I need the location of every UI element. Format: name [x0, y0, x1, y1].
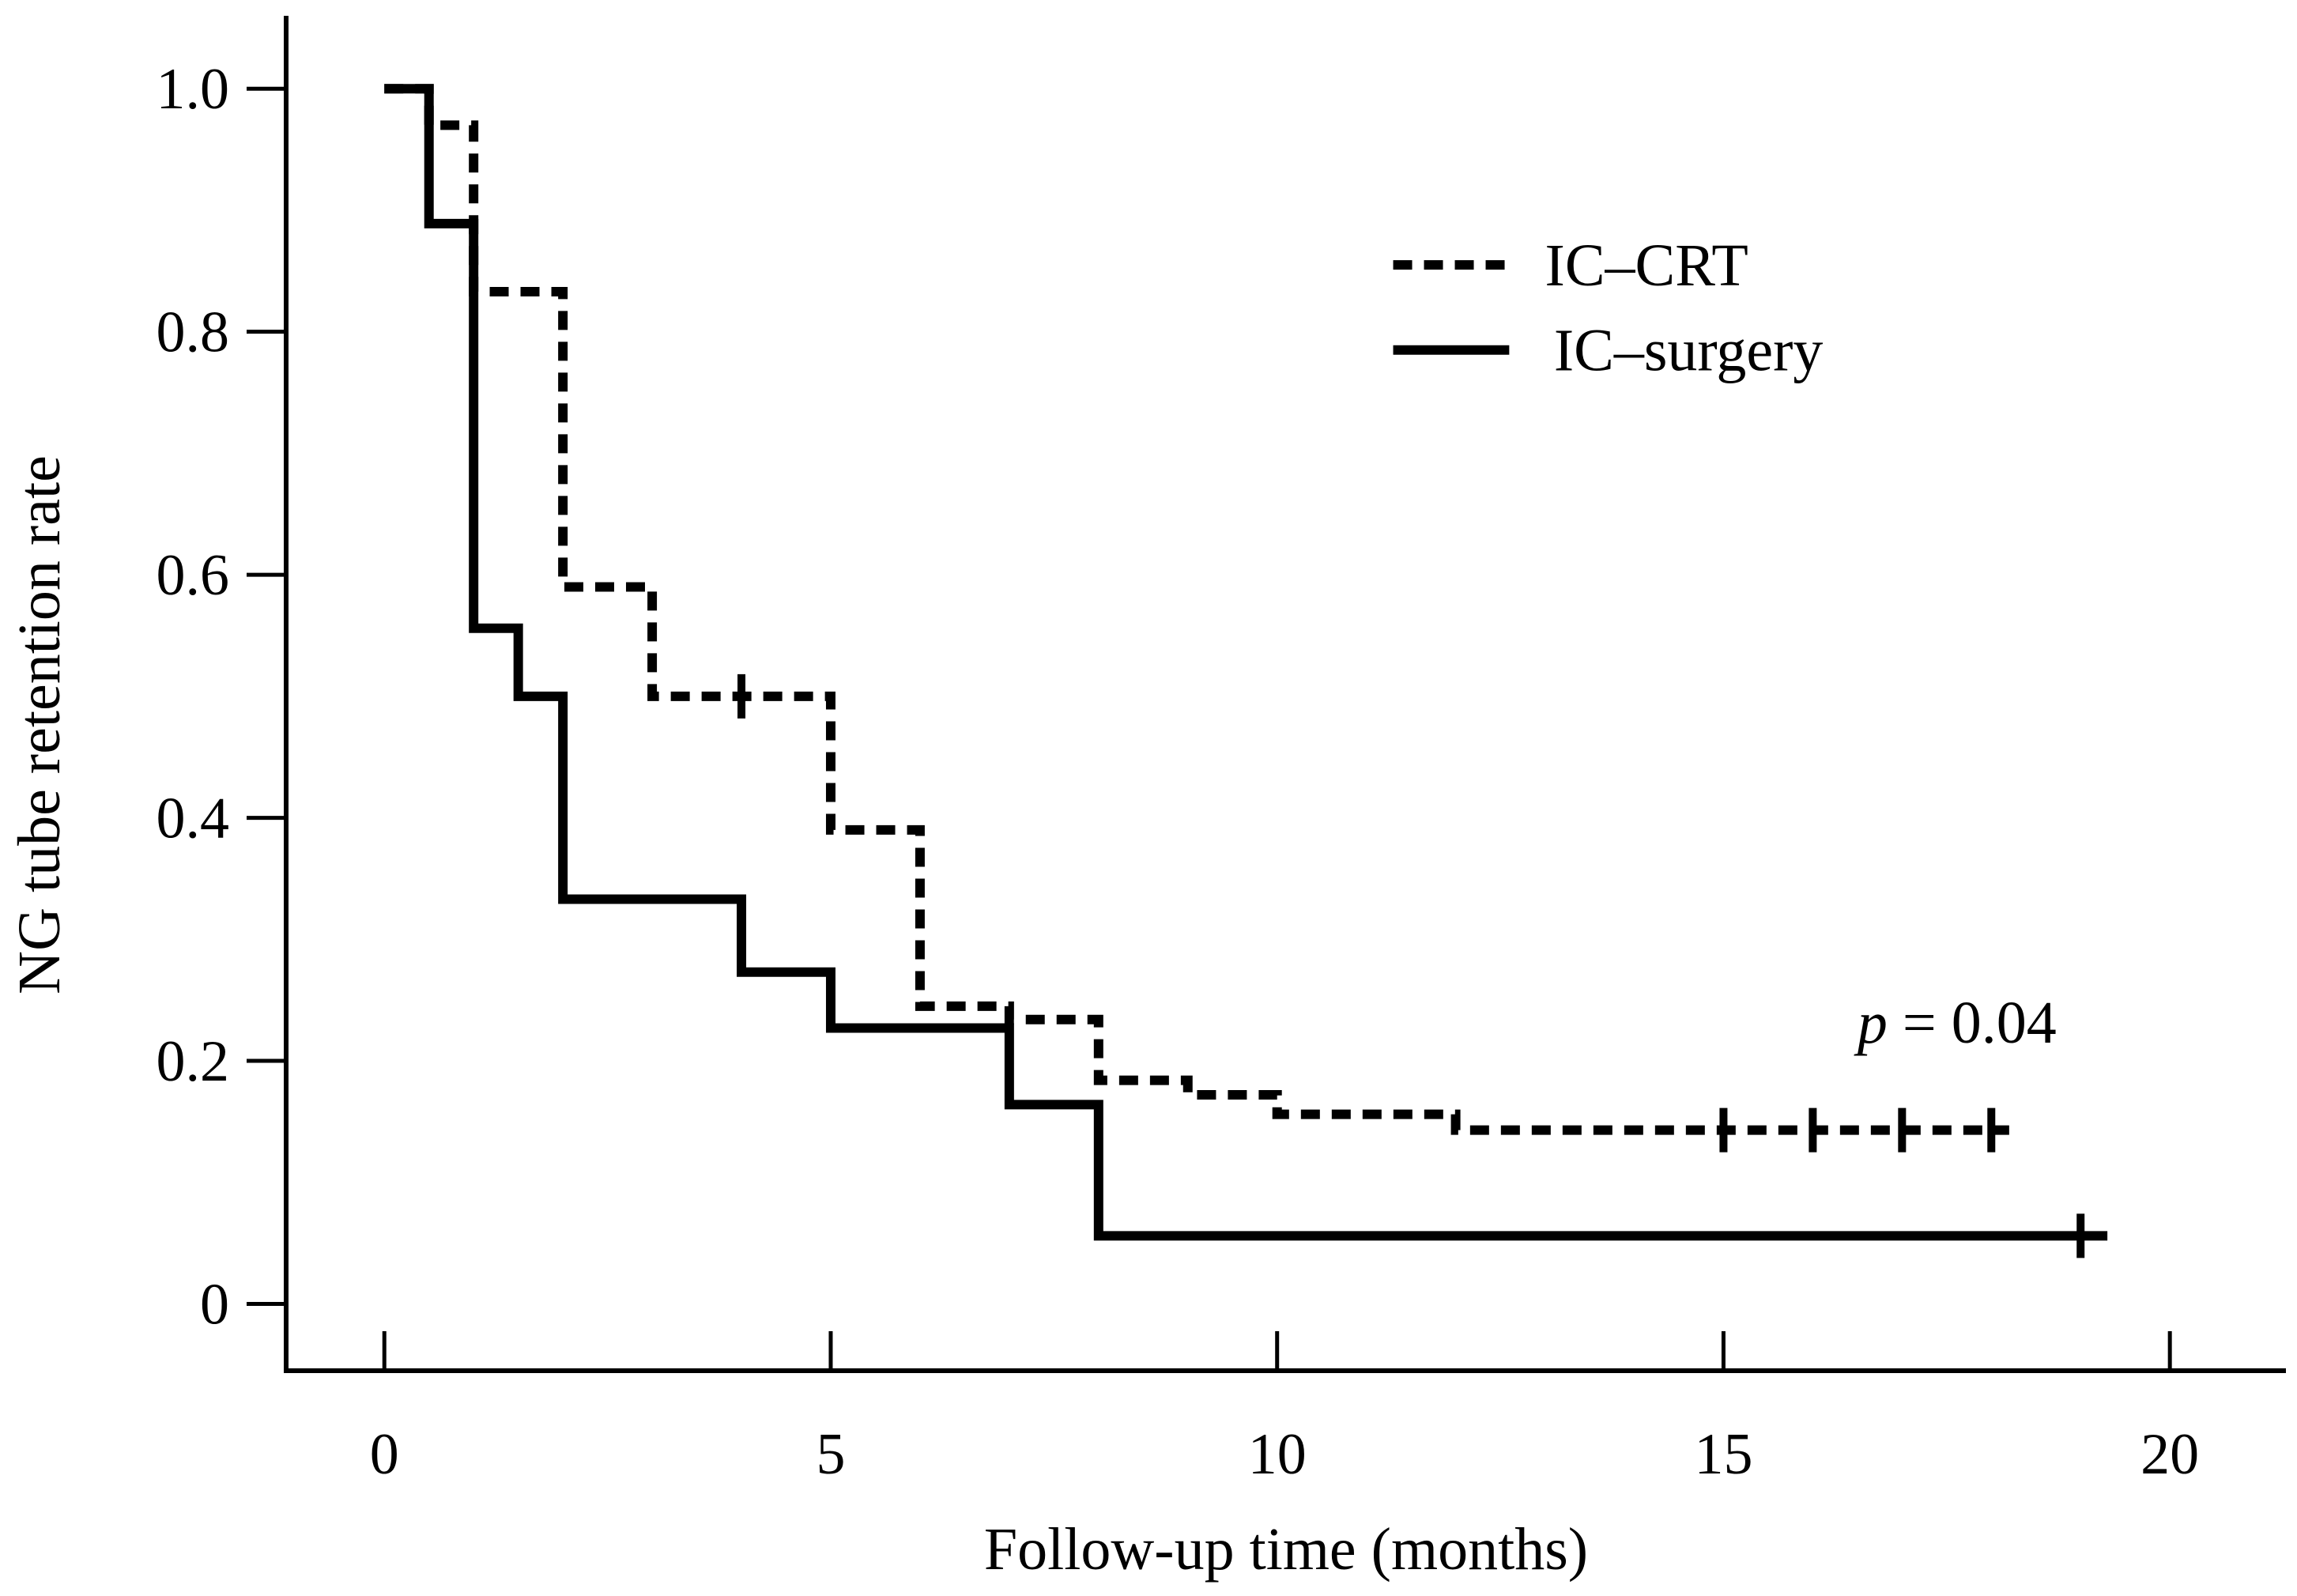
y-tick-label-0: 0: [200, 1272, 229, 1337]
x-tick-label-15: 15: [1694, 1422, 1752, 1487]
x-ticks: 0 5 10 15 20: [370, 1331, 2199, 1487]
p-value-annotation: p = 0.04: [1854, 990, 2057, 1056]
legend-label-ic-crt: IC–CRT: [1545, 232, 1748, 299]
y-tick-label-0-2: 0.2: [157, 1029, 230, 1094]
x-tick-label-20: 20: [2140, 1422, 2199, 1487]
x-tick-label-10: 10: [1248, 1422, 1307, 1487]
legend: IC–CRT IC–surgery: [1393, 232, 1824, 384]
p-value-symbol: p: [1854, 990, 1888, 1056]
x-axis-title: Follow-up time (months): [984, 1516, 1588, 1583]
y-tick-label-0-6: 0.6: [157, 543, 230, 608]
legend-label-ic-surgery: IC–surgery: [1554, 318, 1824, 384]
y-tick-label-0-4: 0.4: [157, 787, 230, 851]
x-tick-label-5: 5: [816, 1422, 845, 1487]
series-layer: [384, 84, 2108, 1258]
y-axis-title: NG tube retention rate: [6, 455, 73, 994]
p-value-text: = 0.04: [1888, 990, 2057, 1056]
y-axis: 0 0.2 0.4 0.6 0.8 1.0 NG tube retention rate: [6, 16, 289, 1373]
x-axis: 0 5 10 15 20 Follow-up time (months): [284, 1331, 2286, 1583]
series-ic-surgery-curve: [384, 84, 2108, 1241]
y-tick-label-0-8: 0.8: [157, 300, 230, 365]
y-ticks: 0 0.2 0.4 0.6 0.8 1.0: [157, 57, 286, 1337]
y-tick-label-1-0: 1.0: [157, 57, 230, 122]
x-tick-label-0: 0: [370, 1422, 399, 1487]
